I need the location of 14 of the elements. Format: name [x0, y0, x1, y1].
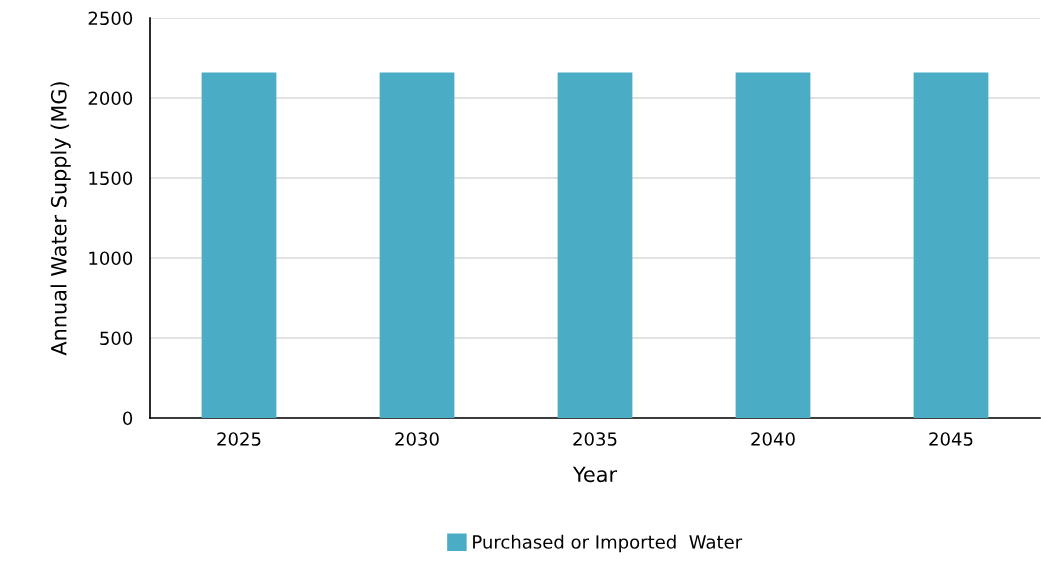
legend-label: Purchased or Imported Water — [473, 534, 743, 553]
x-tick-label: 2035 — [573, 432, 617, 446]
x-tick-label: 2040 — [751, 432, 795, 446]
y-tick-label: 2000 — [88, 91, 133, 106]
x-tick-label: 2025 — [217, 432, 261, 446]
x-tick-label: 2045 — [929, 432, 973, 446]
x-tick-label: 2030 — [395, 432, 439, 446]
y-tick-label: 1000 — [89, 251, 133, 266]
y-tick-label: 500 — [100, 331, 133, 346]
y-tick-label: 0 — [123, 411, 133, 426]
y-tick-label: 1500 — [89, 171, 133, 186]
y-tick-label: 2500 — [88, 11, 133, 26]
x-axis-title: Year — [572, 466, 618, 483]
y-axis-title: Annual Water Supply (MG) — [50, 82, 71, 356]
